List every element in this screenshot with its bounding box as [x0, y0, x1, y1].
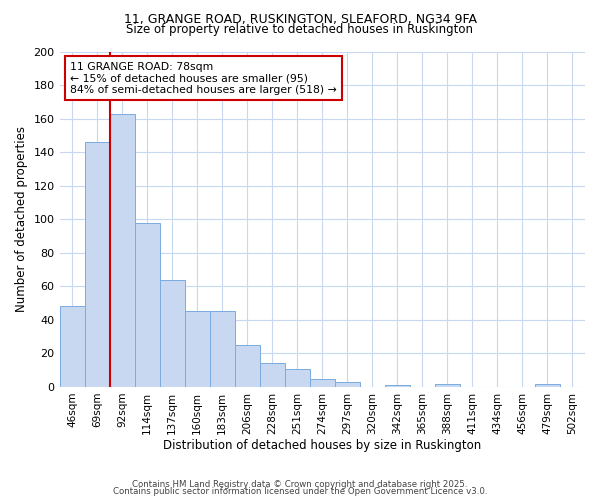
Bar: [310, 378, 335, 387]
Text: Contains public sector information licensed under the Open Government Licence v3: Contains public sector information licen…: [113, 487, 487, 496]
Bar: [335, 382, 360, 387]
Bar: [185, 312, 209, 387]
Bar: [209, 312, 235, 387]
Text: 11, GRANGE ROAD, RUSKINGTON, SLEAFORD, NG34 9FA: 11, GRANGE ROAD, RUSKINGTON, SLEAFORD, N…: [124, 12, 476, 26]
Bar: [160, 280, 185, 387]
Text: Contains HM Land Registry data © Crown copyright and database right 2025.: Contains HM Land Registry data © Crown c…: [132, 480, 468, 489]
Y-axis label: Number of detached properties: Number of detached properties: [15, 126, 28, 312]
Text: Size of property relative to detached houses in Ruskington: Size of property relative to detached ho…: [127, 24, 473, 36]
Bar: [535, 384, 560, 387]
X-axis label: Distribution of detached houses by size in Ruskington: Distribution of detached houses by size …: [163, 440, 481, 452]
Bar: [260, 364, 285, 387]
Text: 11 GRANGE ROAD: 78sqm
← 15% of detached houses are smaller (95)
84% of semi-deta: 11 GRANGE ROAD: 78sqm ← 15% of detached …: [70, 62, 337, 95]
Bar: [435, 384, 460, 387]
Bar: [59, 306, 85, 387]
Bar: [385, 386, 410, 387]
Bar: [134, 222, 160, 387]
Bar: [235, 345, 260, 387]
Bar: [285, 368, 310, 387]
Bar: [85, 142, 110, 387]
Bar: [110, 114, 134, 387]
